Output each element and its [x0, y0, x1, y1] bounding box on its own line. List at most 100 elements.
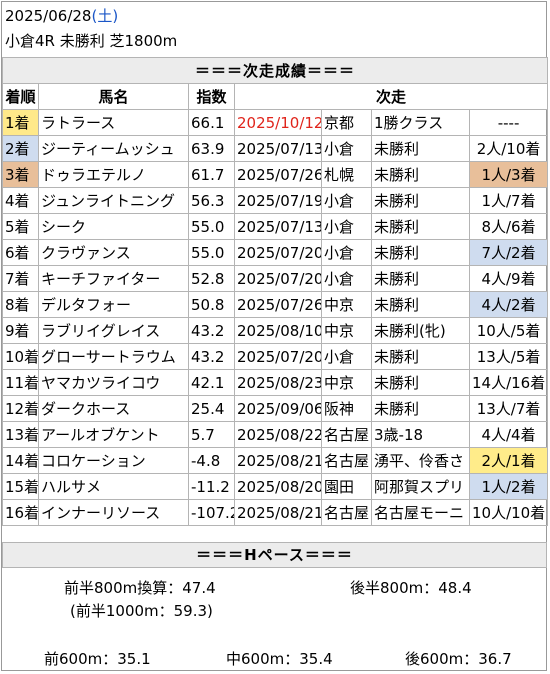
speed-index: 61.7: [188, 161, 235, 188]
next-race-class: 未勝利: [371, 395, 470, 422]
next-race-date: 2025/10/12: [234, 109, 322, 136]
next-race-table: ＝＝＝次走成績＝＝＝ 着順 馬名 指数 次走 1着 ラトラース 66.1 2025/1…: [1, 57, 549, 526]
speed-index: 63.9: [188, 135, 235, 162]
race-date: 2025/06/28(土): [5, 6, 118, 26]
speed-index: 55.0: [188, 213, 235, 240]
horse-name: キーチファイター: [38, 265, 189, 292]
next-race-result: 1人/3着: [468, 161, 549, 188]
next-race-class: 未勝利: [371, 369, 470, 396]
next-race-result: 4人/2着: [468, 291, 549, 318]
next-race-class: 未勝利: [371, 265, 470, 292]
horse-name: ジュンライトニング: [38, 187, 189, 214]
next-race-result: 2人/10着: [468, 135, 549, 162]
next-race-venue: 阪神: [321, 395, 372, 422]
finish-position: 4着: [2, 187, 39, 214]
finish-position: 13着: [2, 421, 39, 448]
next-race-venue: 中京: [321, 317, 372, 344]
next-race-class: 湧平、伶香さ: [371, 447, 470, 474]
next-race-venue: 中京: [321, 369, 372, 396]
next-race-date: 2025/08/21: [234, 499, 322, 526]
next-race-result: ----: [468, 109, 549, 136]
speed-index: -11.2: [188, 473, 235, 500]
table-row: 10着 グローサートラウム 43.2 2025/07/20 小倉 未勝利 13人/5着: [2, 343, 549, 370]
next-race-date: 2025/08/22: [234, 421, 322, 448]
next-race-venue: 小倉: [321, 187, 372, 214]
finish-position: 9着: [2, 317, 39, 344]
next-race-result: 4人/9着: [468, 265, 549, 292]
next-race-venue: 小倉: [321, 265, 372, 292]
finish-position: 5着: [2, 213, 39, 240]
horse-name: グローサートラウム: [38, 343, 189, 370]
next-race-result: 2人/1着: [468, 447, 549, 474]
table-row: 13着 アールオブケント 5.7 2025/08/22 名古屋 3歳-18 4人/4着: [2, 421, 549, 448]
finish-position: 16着: [2, 499, 39, 526]
finish-position: 2着: [2, 135, 39, 162]
speed-index: -107.2: [188, 499, 235, 526]
next-race-result: 13人/5着: [468, 343, 549, 370]
next-race-date: 2025/07/13: [234, 135, 322, 162]
finish-position: 10着: [2, 343, 39, 370]
last-800-pace: 後半800m：48.4: [350, 579, 472, 597]
finish-position: 11着: [2, 369, 39, 396]
table-row: 11着 ヤマカツライコウ 42.1 2025/08/23 中京 未勝利 14人/16着: [2, 369, 549, 396]
next-race-date: 2025/07/26: [234, 161, 322, 188]
next-race-venue: 札幌: [321, 161, 372, 188]
next-race-venue: 名古屋: [321, 447, 372, 474]
horse-name: ジーティームッシュ: [38, 135, 189, 162]
finish-position: 15着: [2, 473, 39, 500]
horse-name: ラトラース: [38, 109, 189, 136]
next-race-result: 8人/6着: [468, 213, 549, 240]
speed-index: 43.2: [188, 343, 235, 370]
finish-position: 8着: [2, 291, 39, 318]
next-race-class: 未勝利: [371, 343, 470, 370]
next-race-venue: 小倉: [321, 135, 372, 162]
next-race-date: 2025/07/20: [234, 239, 322, 266]
table-row: 14着 コロケーション -4.8 2025/08/21 名古屋 湧平、伶香さ 2人/1着: [2, 447, 549, 474]
speed-index: 43.2: [188, 317, 235, 344]
speed-index: -4.8: [188, 447, 235, 474]
next-race-date: 2025/07/13: [234, 213, 322, 240]
date-text: 2025/06/28: [5, 7, 92, 25]
horse-name: ラブリイグレイス: [38, 317, 189, 344]
next-race-venue: 小倉: [321, 343, 372, 370]
finish-position: 14着: [2, 447, 39, 474]
next-race-class: 名古屋モーニ: [371, 499, 470, 526]
horse-name: インナーリソース: [38, 499, 189, 526]
table-row: 12着 ダークホース 25.4 2025/09/06 阪神 未勝利 13人/7着: [2, 395, 549, 422]
next-race-class: 未勝利: [371, 213, 470, 240]
horse-name: デルタフォー: [38, 291, 189, 318]
horse-name: クラヴァンス: [38, 239, 189, 266]
table-row: 16着インナーリソース-107.22025/08/21名古屋名古屋モーニ10人/…: [2, 499, 549, 526]
next-race-result: 1人/7着: [468, 187, 549, 214]
next-race-date: 2025/07/19: [234, 187, 322, 214]
horse-name: アールオブケント: [38, 421, 189, 448]
speed-index: 5.7: [188, 421, 235, 448]
next-race-venue: 名古屋: [321, 421, 372, 448]
table-row: 1着 ラトラース 66.1 2025/10/12 京都 1勝クラス ----: [2, 109, 549, 136]
next-race-section-title: ＝＝＝次走成績＝＝＝: [1, 57, 549, 84]
finish-position: 6着: [2, 239, 39, 266]
table-row: 9着 ラブリイグレイス 43.2 2025/08/10 中京 未勝利(牝) 10人/5着: [2, 317, 549, 344]
finish-position: 12着: [2, 395, 39, 422]
table-row: 8着 デルタフォー 50.8 2025/07/26 中京 未勝利 4人/2着: [2, 291, 549, 318]
next-race-date: 2025/08/23: [234, 369, 322, 396]
col-header-pos: 着順: [2, 83, 39, 110]
mid-600-pace: 中600m：35.4: [226, 650, 333, 668]
first-800-pace: 前半800m換算：47.4: [64, 579, 216, 597]
table-row: 6着 クラヴァンス 55.0 2025/07/20 小倉 未勝利 7人/2着: [2, 239, 549, 266]
finish-position: 3着: [2, 161, 39, 188]
horse-name: ハルサメ: [38, 473, 189, 500]
next-race-venue: 名古屋: [321, 499, 372, 526]
next-race-date: 2025/08/21: [234, 447, 322, 474]
speed-index: 56.3: [188, 187, 235, 214]
horse-name: ダークホース: [38, 395, 189, 422]
next-race-venue: 園田: [321, 473, 372, 500]
next-race-date: 2025/07/20: [234, 265, 322, 292]
next-race-date: 2025/07/26: [234, 291, 322, 318]
table-row: 4着 ジュンライトニング 56.3 2025/07/19 小倉 未勝利 1人/7着: [2, 187, 549, 214]
col-header-next-race: 次走: [233, 83, 549, 110]
next-race-result: 10人/10着: [468, 499, 549, 526]
next-race-class: 3歳-18: [371, 421, 470, 448]
front-600-pace: 前600m：35.1: [44, 650, 151, 668]
next-race-class: 未勝利: [371, 187, 470, 214]
